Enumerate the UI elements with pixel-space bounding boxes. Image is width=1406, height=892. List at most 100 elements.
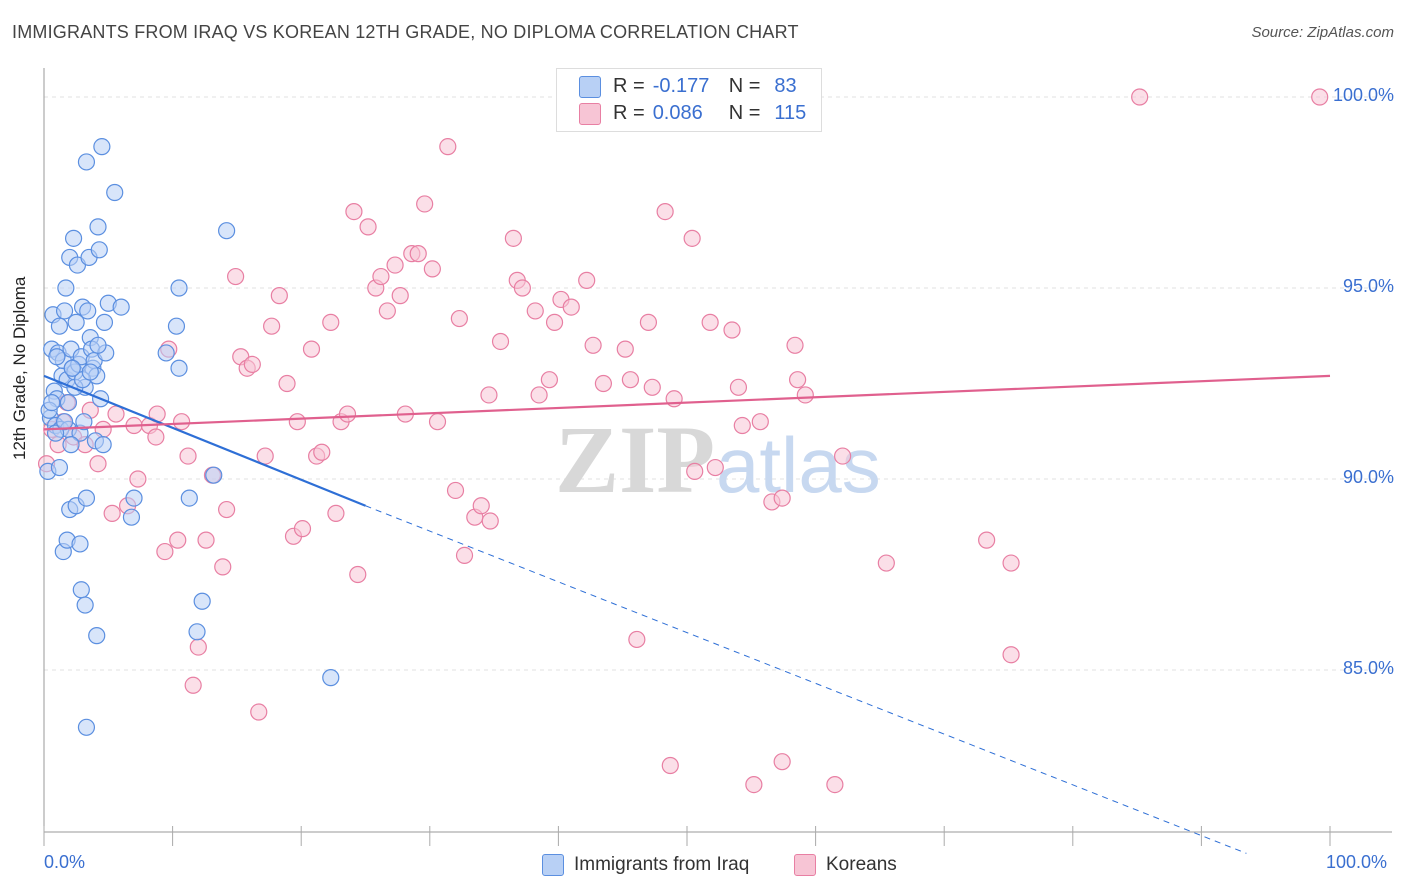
iraq-r-label: R = (613, 74, 645, 97)
korean-point-80 (578, 271, 596, 289)
koreans-n-value: 115 (774, 101, 807, 124)
korean-point-59 (423, 260, 441, 278)
iraq-point-13 (57, 279, 75, 297)
korean-point-95 (723, 321, 741, 339)
iraq-point-70 (62, 436, 80, 454)
korean-point-89 (661, 756, 679, 775)
korean-point-13 (129, 470, 147, 488)
korean-point-87 (643, 378, 661, 396)
korean-point-106 (826, 775, 844, 794)
iraq-point-42 (95, 313, 114, 331)
korean-point-57 (409, 245, 427, 263)
stats-legend: R = -0.177 N = 83 R = 0.086 N = 115 (556, 68, 822, 132)
korean-point-88 (656, 203, 674, 221)
iraq-point-60 (72, 581, 90, 599)
chart-title: IMMIGRANTS FROM IRAQ VS KOREAN 12TH GRAD… (12, 22, 799, 42)
stats-row-iraq: R = -0.177 N = 83 (579, 73, 797, 99)
korean-point-73 (526, 302, 544, 320)
korean-point-66 (472, 497, 490, 515)
iraq-point-64 (193, 592, 211, 610)
korean-point-27 (218, 500, 236, 519)
korean-point-23 (184, 676, 202, 694)
legend-item-iraq[interactable]: Immigrants from Iraq (542, 852, 749, 878)
korean-point-26 (214, 558, 232, 576)
iraq-point-74 (59, 394, 78, 412)
iraq-point-29 (77, 153, 96, 171)
iraq-point-45 (106, 183, 124, 202)
iraq-point-53 (180, 489, 198, 507)
iraq-point-78 (89, 336, 107, 354)
y-axis-label: 12th Grade, No Diploma (10, 276, 29, 460)
x-tick-min: 0.0% (44, 852, 86, 872)
iraq-point-12 (55, 302, 74, 320)
koreans-r-label: R = (613, 101, 645, 124)
korean-point-112 (1131, 88, 1149, 106)
korean-point-9 (103, 504, 121, 522)
korean-point-78 (562, 298, 580, 316)
iraq-point-67 (122, 508, 141, 526)
korean-point-24 (197, 531, 215, 549)
korean-point-43 (322, 313, 340, 331)
korean-point-32 (250, 703, 268, 721)
watermark-zip: ZIP (555, 406, 715, 513)
korean-point-52 (378, 302, 396, 320)
iraq-point-8 (50, 317, 69, 335)
source-credit: Source: ZipAtlas.com (1251, 24, 1394, 41)
iraq-point-69 (50, 458, 69, 477)
korean-point-62 (446, 481, 465, 500)
iraq-point-82 (63, 359, 81, 377)
korean-point-86 (639, 313, 658, 331)
legend-item-koreans[interactable]: Koreans (794, 852, 897, 878)
korean-point-92 (686, 462, 704, 480)
korean-point-31 (243, 355, 261, 373)
koreans-swatch (579, 103, 601, 125)
korean-point-67 (480, 386, 498, 404)
iraq-n-value: 83 (774, 74, 797, 97)
korean-point-54 (391, 287, 409, 305)
korean-point-22 (189, 638, 207, 656)
iraq-points (39, 138, 340, 736)
iraq-point-21 (67, 313, 85, 331)
korean-point-113 (1311, 88, 1329, 106)
korean-point-85 (628, 630, 646, 649)
korean-point-76 (545, 313, 564, 331)
korean-point-81 (584, 336, 602, 354)
stats-row-koreans: R = 0.086 N = 115 (579, 100, 807, 126)
iraq-point-63 (77, 718, 96, 736)
iraq-r-value: -0.177 (652, 74, 710, 97)
iraq-n-label: N = (728, 74, 761, 97)
iraq-trend-line (43, 374, 366, 507)
korean-point-82 (594, 374, 613, 393)
korean-point-21 (179, 447, 197, 465)
iraq-point-19 (64, 229, 83, 247)
legend-iraq-label: Immigrants from Iraq (574, 854, 750, 875)
iraq-point-52 (205, 466, 223, 484)
y-tick-label-2: 95.0% (1342, 276, 1394, 296)
korean-trend-line (43, 374, 1331, 431)
korean-point-94 (701, 313, 719, 331)
iraq-point-77 (81, 363, 99, 381)
x-tick-max: 100.0% (1326, 852, 1388, 872)
korean-point-51 (372, 267, 390, 286)
korean-point-42 (313, 443, 331, 461)
korean-point-110 (1002, 646, 1020, 664)
korean-point-102 (773, 753, 791, 771)
korean-point-96 (729, 378, 748, 396)
koreans-n-label: N = (728, 101, 761, 124)
korean-point-91 (683, 229, 701, 247)
korean-point-99 (751, 413, 769, 431)
iraq-point-81 (55, 413, 74, 431)
iraq-point-51 (218, 222, 236, 240)
korean-point-39 (293, 520, 312, 538)
legend-iraq-swatch (542, 854, 564, 876)
iraq-point-65 (188, 623, 206, 641)
iraq-point-59 (77, 489, 96, 507)
iraq-point-79 (43, 394, 61, 412)
korean-point-98 (745, 775, 763, 794)
iraq-point-58 (71, 535, 89, 553)
watermark-atlas: atlas (716, 421, 881, 509)
iraq-point-62 (88, 627, 106, 645)
korean-point-44 (327, 504, 345, 522)
korean-point-53 (386, 256, 404, 274)
